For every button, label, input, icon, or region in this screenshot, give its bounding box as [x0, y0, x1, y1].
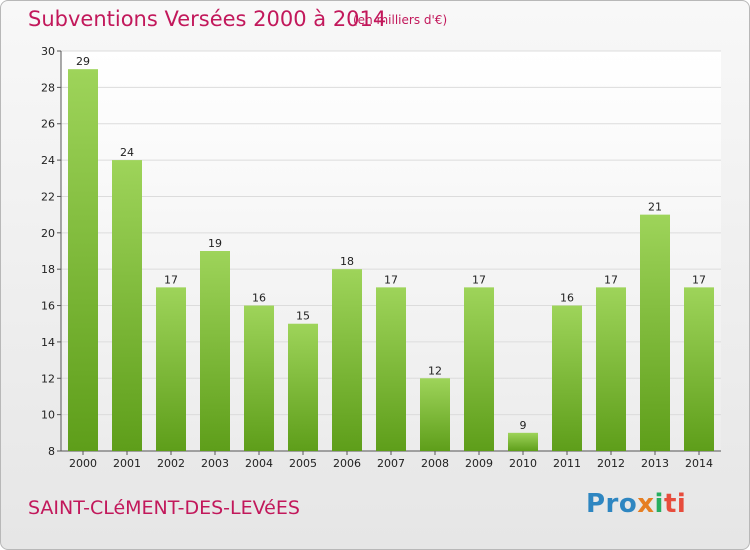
- bar-value-label: 19: [208, 237, 222, 250]
- x-tick-label: 2001: [113, 457, 141, 470]
- bar-value-label: 17: [384, 273, 398, 286]
- bar-value-label: 17: [472, 273, 486, 286]
- bar: [68, 69, 98, 451]
- bar: [640, 214, 670, 451]
- bar-value-label: 18: [340, 255, 354, 268]
- bar: [200, 251, 230, 451]
- x-tick-label: 2009: [465, 457, 493, 470]
- y-tick-label: 16: [41, 300, 55, 313]
- x-tick-label: 2013: [641, 457, 669, 470]
- proxiti-logo: Proxiti: [586, 489, 686, 519]
- y-tick-label: 30: [41, 45, 55, 58]
- x-tick-label: 2012: [597, 457, 625, 470]
- y-tick-label: 8: [48, 445, 55, 458]
- y-tick-label: 10: [41, 409, 55, 422]
- x-tick-label: 2005: [289, 457, 317, 470]
- y-tick-label: 20: [41, 227, 55, 240]
- y-tick-label: 26: [41, 118, 55, 131]
- bar-value-label: 16: [560, 292, 574, 305]
- bar: [596, 287, 626, 451]
- x-tick-label: 2007: [377, 457, 405, 470]
- x-tick-label: 2006: [333, 457, 361, 470]
- bar: [244, 305, 274, 451]
- bar-value-label: 17: [604, 273, 618, 286]
- logo-part-4: ti: [663, 489, 687, 519]
- x-tick-label: 2002: [157, 457, 185, 470]
- x-tick-label: 2014: [685, 457, 713, 470]
- y-tick-label: 28: [41, 81, 55, 94]
- x-tick-label: 2003: [201, 457, 229, 470]
- bar: [420, 378, 450, 451]
- bar: [288, 323, 318, 451]
- logo-part-3: i: [654, 489, 664, 519]
- bar: [464, 287, 494, 451]
- bar: [156, 287, 186, 451]
- y-tick-label: 24: [41, 154, 55, 167]
- bar-value-label: 17: [164, 273, 178, 286]
- bar: [112, 160, 142, 451]
- bar-value-label: 29: [76, 55, 90, 68]
- bar: [684, 287, 714, 451]
- bar-value-label: 17: [692, 273, 706, 286]
- y-tick-label: 14: [41, 336, 55, 349]
- bar-value-label: 16: [252, 292, 266, 305]
- y-tick-label: 22: [41, 190, 55, 203]
- town-name: SAINT-CLéMENT-DES-LEVéES: [28, 497, 300, 519]
- y-tick-label: 12: [41, 372, 55, 385]
- bar-value-label: 21: [648, 201, 662, 214]
- bar: [376, 287, 406, 451]
- chart-subtitle: (en milliers d'€): [353, 13, 448, 27]
- x-tick-label: 2000: [69, 457, 97, 470]
- x-tick-label: 2008: [421, 457, 449, 470]
- x-tick-label: 2010: [509, 457, 537, 470]
- bar-value-label: 15: [296, 310, 310, 323]
- bar-value-label: 24: [120, 146, 134, 159]
- x-tick-label: 2011: [553, 457, 581, 470]
- bar-value-label: 12: [428, 364, 442, 377]
- bar-value-label: 9: [520, 419, 527, 432]
- bar: [552, 305, 582, 451]
- chart-title: Subventions Versées 2000 à 2014: [28, 7, 387, 31]
- y-tick-label: 18: [41, 263, 55, 276]
- logo-part-2: x: [637, 489, 655, 519]
- bar: [508, 432, 538, 451]
- bar: [332, 269, 362, 451]
- x-tick-label: 2004: [245, 457, 273, 470]
- logo-part-1: Pro: [586, 489, 638, 519]
